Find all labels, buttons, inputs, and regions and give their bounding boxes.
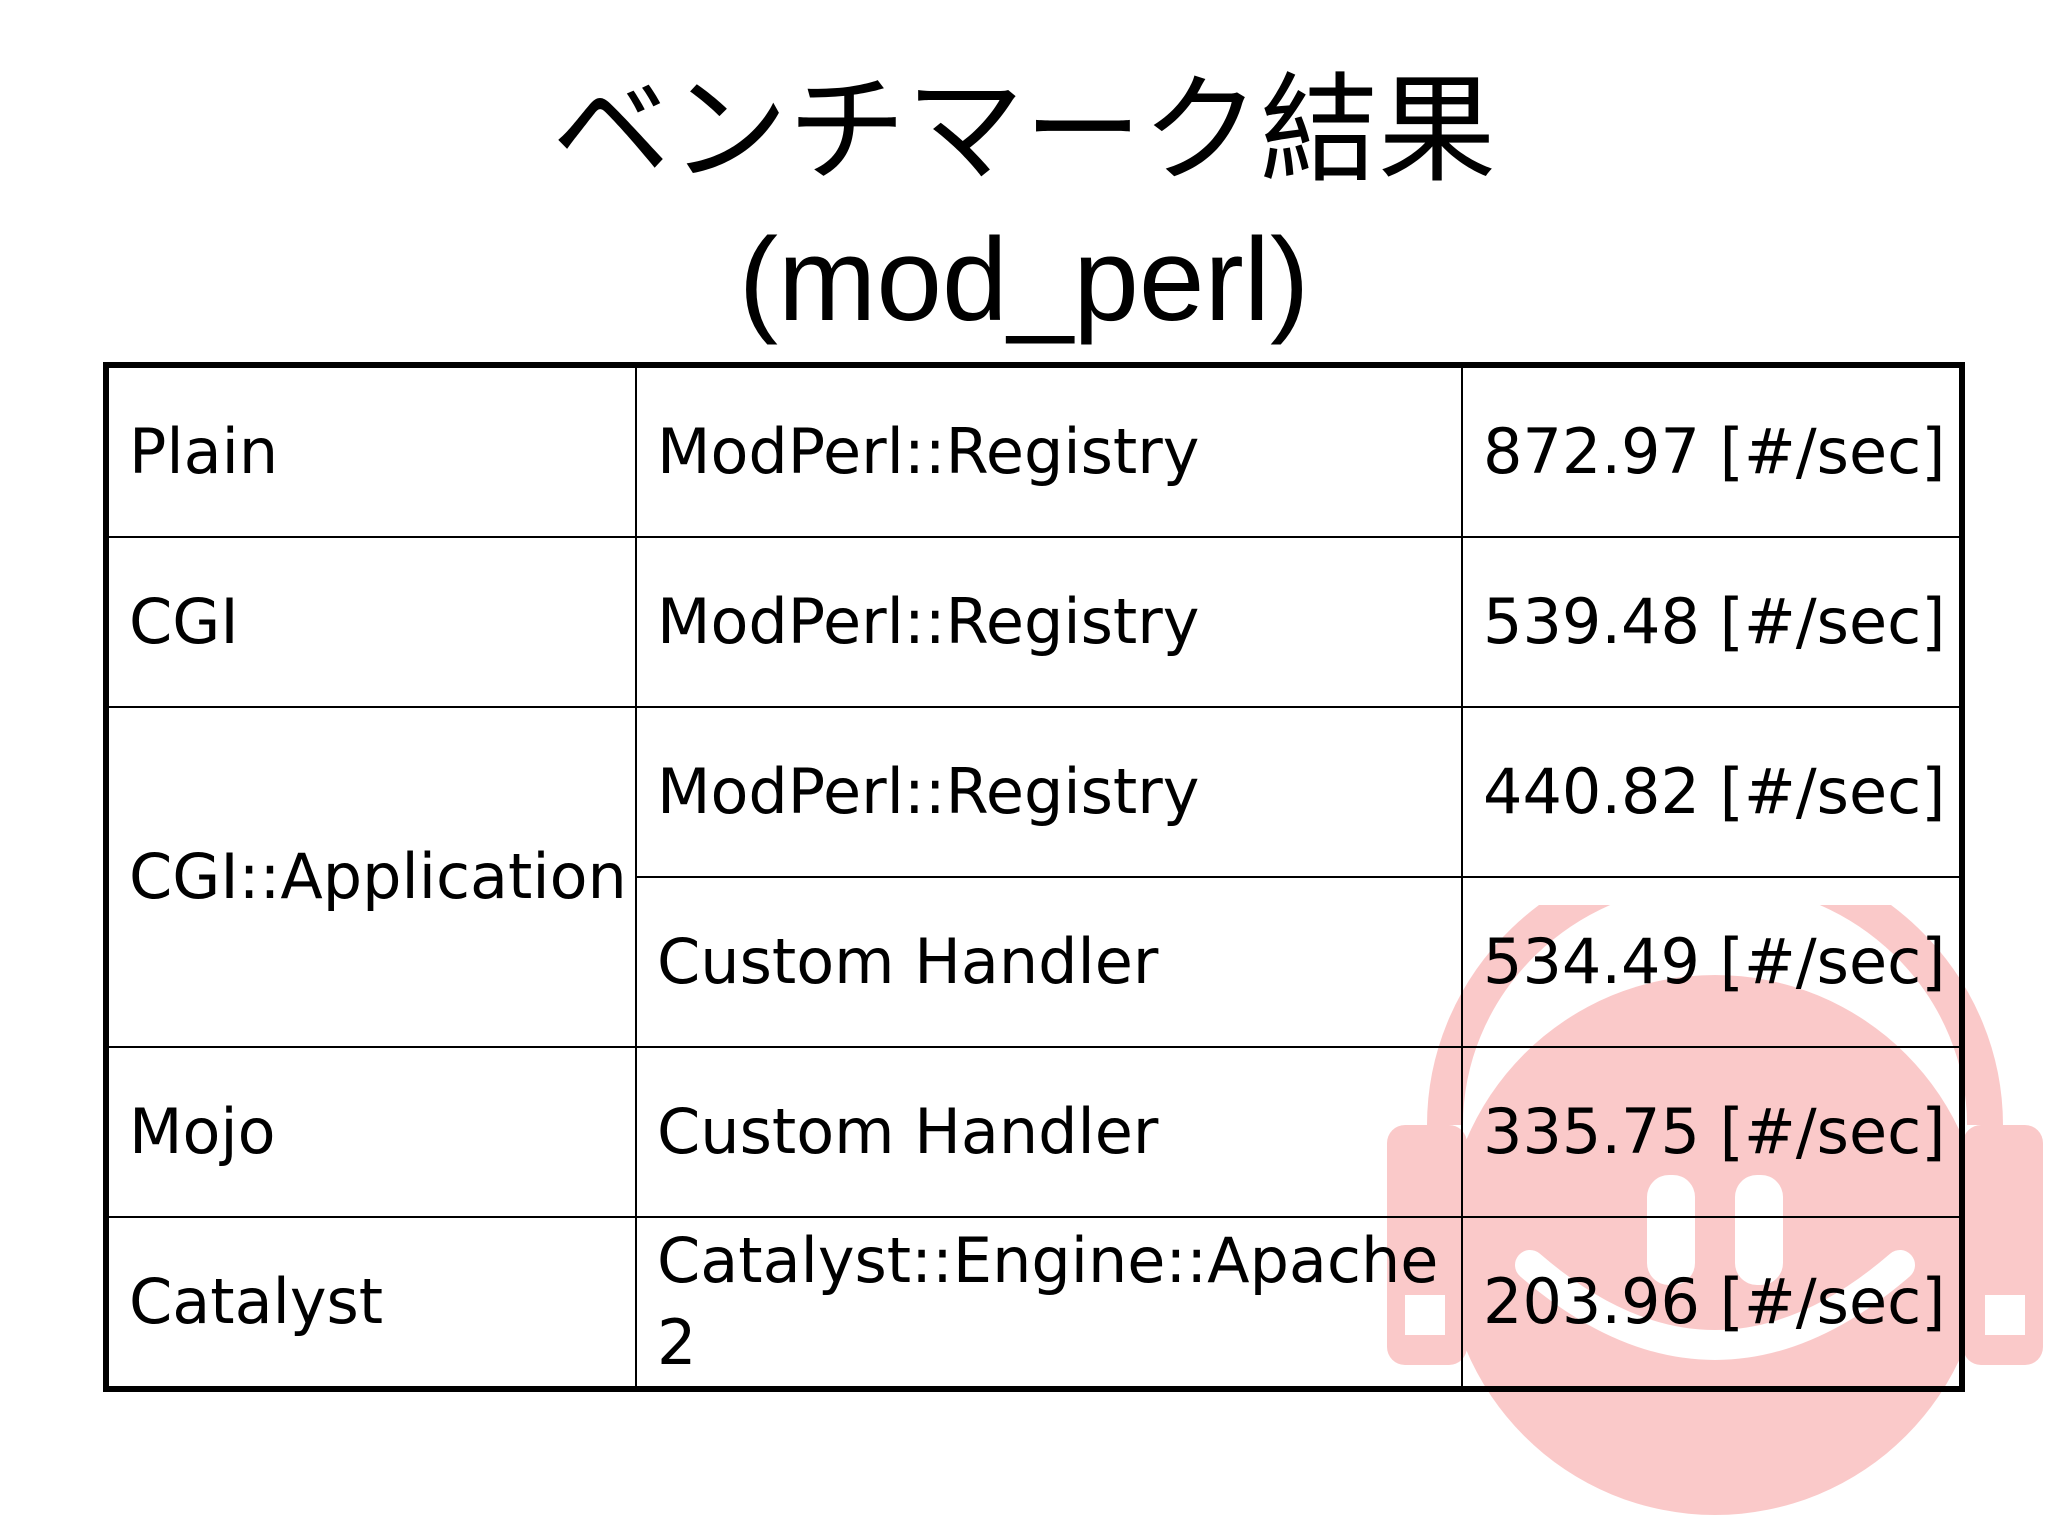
framework-cell: CGI — [105, 536, 637, 708]
framework-cell: Mojo — [105, 1046, 637, 1218]
table-row: Catalyst Catalyst::Engine::Apache2 203.9… — [105, 1216, 1963, 1390]
result-cell: 203.96 [#/sec] — [1461, 1216, 1963, 1390]
handler-cell: Catalyst::Engine::Apache2 — [635, 1216, 1463, 1390]
handler-cell: ModPerl::Registry — [635, 364, 1463, 538]
framework-cell: CGI::Application — [105, 706, 637, 1048]
handler-cell: ModPerl::Registry — [635, 706, 1463, 878]
slide-title: ベンチマーク結果 — [551, 61, 1496, 199]
result-cell: 872.97 [#/sec] — [1461, 364, 1963, 538]
result-cell: 335.75 [#/sec] — [1461, 1046, 1963, 1218]
table-row: Plain ModPerl::Registry 872.97 [#/sec] — [105, 364, 1963, 538]
slide-subtitle: (mod_perl) — [738, 214, 1310, 346]
result-cell: 539.48 [#/sec] — [1461, 536, 1963, 708]
table-row: Custom Handler 534.49 [#/sec] — [106, 876, 1963, 1048]
table-row: Mojo Custom Handler 335.75 [#/sec] — [105, 1046, 1963, 1218]
result-cell: 440.82 [#/sec] — [1461, 706, 1963, 878]
framework-cell: Catalyst — [105, 1216, 637, 1390]
framework-cell: Plain — [105, 364, 637, 538]
table-row: CGI::Application ModPerl::Registry 440.8… — [105, 706, 1963, 1048]
handler-cell: Custom Handler — [635, 876, 1463, 1048]
table-row: CGI ModPerl::Registry 539.48 [#/sec] — [105, 536, 1963, 708]
benchmark-table: Plain ModPerl::Registry 872.97 [#/sec] C… — [103, 362, 1965, 1392]
handler-cell: ModPerl::Registry — [635, 536, 1463, 708]
handler-cell: Custom Handler — [635, 1046, 1463, 1218]
result-cell: 534.49 [#/sec] — [1461, 876, 1963, 1048]
